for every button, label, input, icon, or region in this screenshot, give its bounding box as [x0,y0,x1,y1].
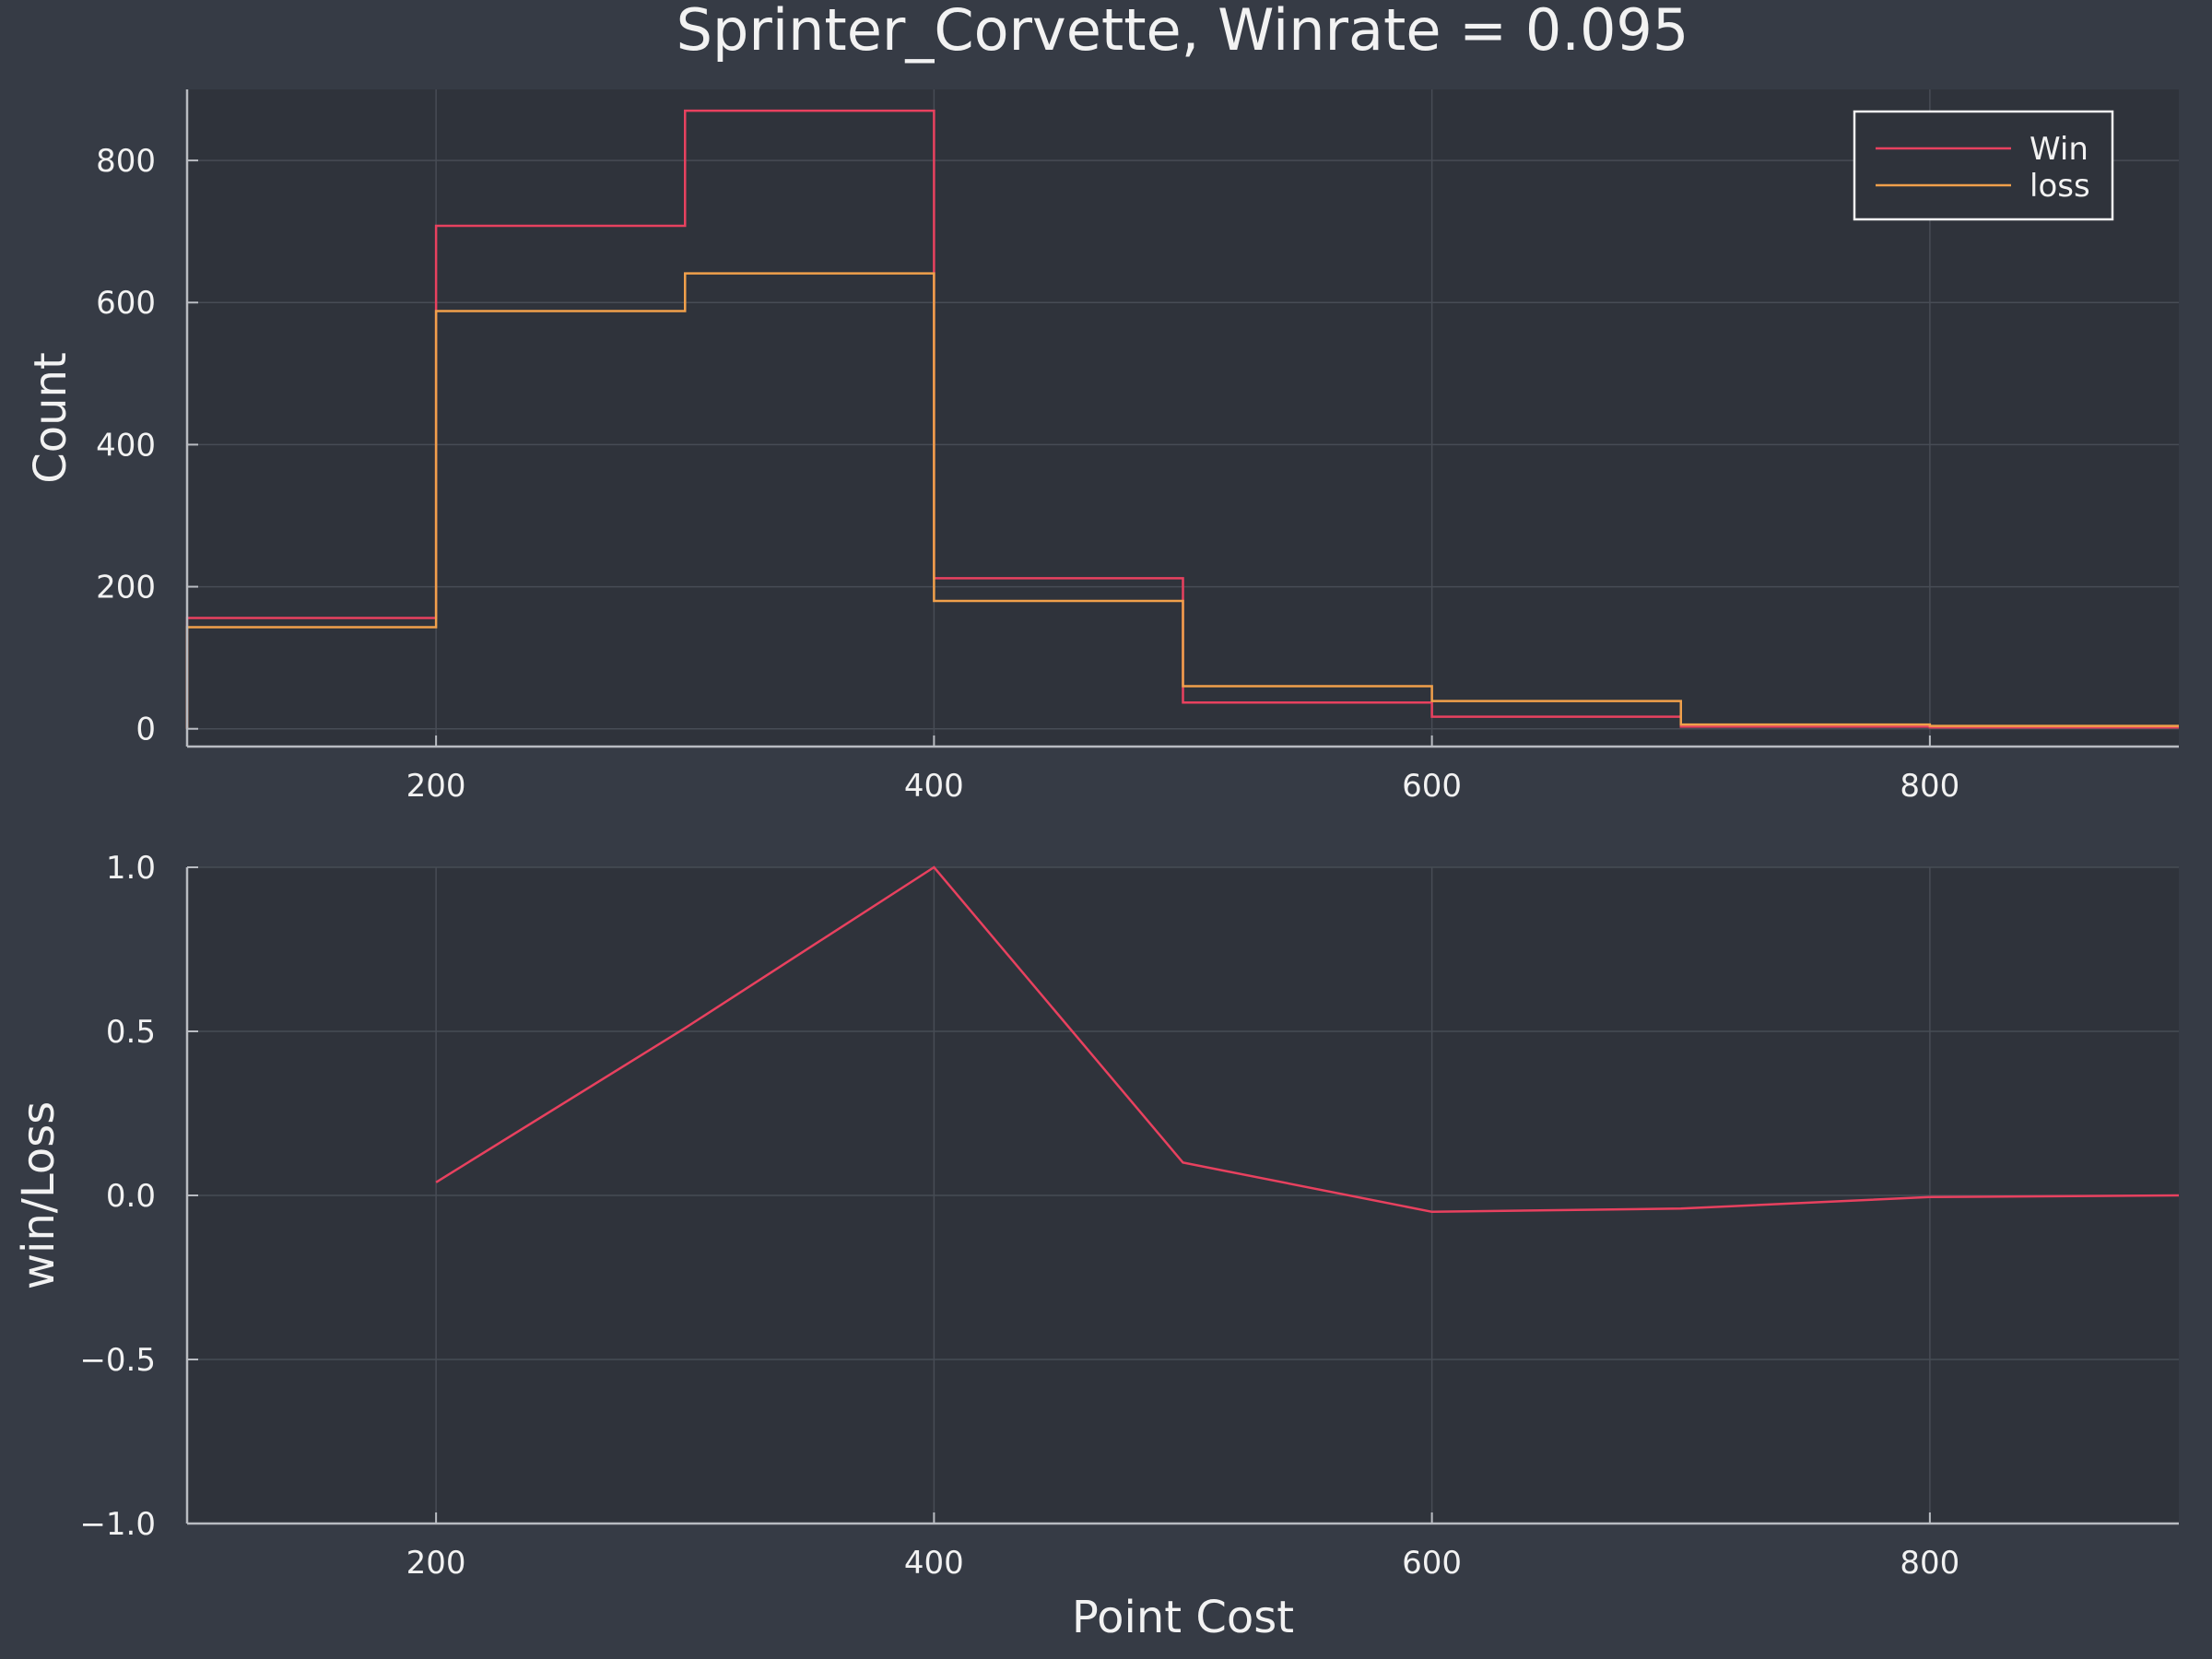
top-panel: 200 400 600 800 0 200 400 600 800 Count Win loss [25,89,2179,805]
y-tick-label: −1.0 [79,1506,156,1543]
x-tick-label: 400 [904,768,964,805]
chart-title: Sprinter_Corvette, Winrate = 0.095 [677,0,1689,64]
x-tick-label: 200 [406,1545,466,1582]
y-tick-label: 600 [96,285,156,322]
x-axis-label: Point Cost [1072,1592,1294,1643]
y-tick-label: 400 [96,427,156,464]
y-tick-label: 0 [135,712,156,748]
win-loss-line [435,865,2180,1214]
top-y-axis-label: Count [25,352,76,484]
bottom-series [435,865,2180,1214]
x-tick-label: 800 [1900,1545,1959,1582]
bottom-panel: 200 400 600 800 −1.0 −0.5 0.0 0.5 1.0 win/Loss P… [13,850,2180,1643]
x-tick-label: 400 [904,1545,964,1582]
bottom-y-axis-label: win/Loss [13,1101,65,1289]
top-series [185,109,2179,729]
legend-label-loss: loss [2030,168,2090,205]
legend-label-win: Win [2030,131,2088,168]
y-tick-label: 200 [96,570,156,606]
legend-box [1853,110,2114,221]
x-tick-label: 800 [1900,768,1959,805]
bottom-tick-labels: 200 400 600 800 −1.0 −0.5 0.0 0.5 1.0 [79,850,1959,1582]
x-tick-label: 200 [406,768,466,805]
series-loss-step-line [185,272,2179,729]
x-tick-label: 600 [1402,1545,1462,1582]
top-tick-labels: 200 400 600 800 0 200 400 600 800 [96,143,1959,805]
top-grid [187,89,2179,747]
bottom-axes [185,866,2179,1525]
legend: Win loss [1853,110,2114,221]
y-tick-label: 1.0 [106,850,156,887]
top-axes [185,89,2179,748]
y-tick-label: 800 [96,143,156,180]
x-tick-label: 600 [1402,768,1462,805]
y-tick-label: 0.5 [106,1014,156,1051]
y-tick-label: 0.0 [106,1178,156,1215]
y-tick-label: −0.5 [79,1342,156,1379]
bottom-grid [187,866,2179,1524]
